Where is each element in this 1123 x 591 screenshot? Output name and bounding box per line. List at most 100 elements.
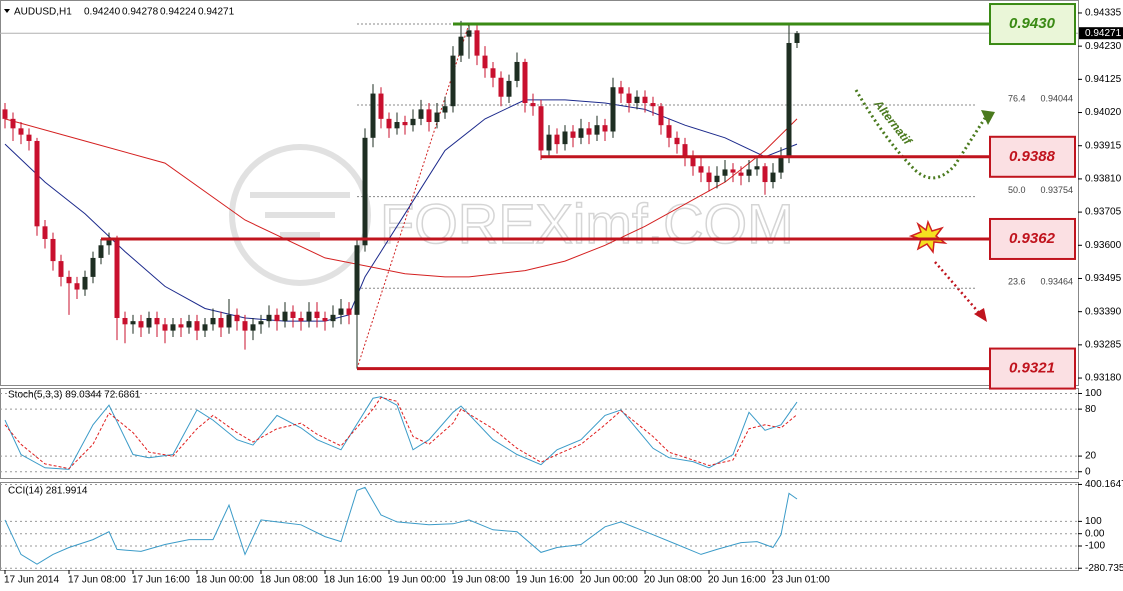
candle-body <box>178 324 184 328</box>
y-tick-label: 0.00 <box>1085 528 1105 539</box>
candle-body <box>378 93 384 119</box>
candle-body <box>762 166 768 183</box>
candle-body <box>706 172 712 183</box>
y-tick-label: 0.93915 <box>1085 140 1122 151</box>
alternative-arrow-head <box>981 110 995 125</box>
level-box <box>989 347 1076 390</box>
candle-body <box>674 137 680 145</box>
level-label: 0.9388 <box>1009 148 1056 165</box>
series-line <box>4 486 798 565</box>
candle-body <box>458 36 464 56</box>
candle-body <box>282 311 288 322</box>
candle-body <box>362 137 368 246</box>
candle-body <box>338 308 344 315</box>
fib-ratio: 23.6 <box>1008 277 1026 287</box>
y-tick-label: 20 <box>1085 451 1097 462</box>
candle-body <box>18 128 24 135</box>
candle-body <box>626 93 632 104</box>
y-tick-label: 400.1647 <box>1085 479 1123 490</box>
candle-body <box>666 125 672 138</box>
x-tick-label: 23 Jun 01:00 <box>772 575 830 586</box>
candle-body <box>66 276 72 284</box>
cci-title: CCI(14) 281.9914 <box>8 486 88 497</box>
candle-body <box>506 80 512 97</box>
candle-body <box>650 103 656 107</box>
candle-body <box>690 156 696 167</box>
candle-body <box>554 134 560 145</box>
candle-body <box>58 261 64 277</box>
y-tick-label: 0 <box>1085 466 1091 477</box>
candle-body <box>42 226 48 239</box>
candle-body <box>482 55 488 69</box>
ohlc-high: 0.94278 <box>122 7 159 18</box>
symbol: AUDUSD,H1 <box>14 7 72 18</box>
candle-body <box>330 314 336 322</box>
candle-body <box>402 122 408 126</box>
candle-body <box>778 156 784 173</box>
fib-value: 0.94044 <box>1040 93 1073 103</box>
ohlc-close: 0.94271 <box>198 7 235 18</box>
level-label: 0.9321 <box>1009 360 1055 377</box>
candle-body <box>226 314 232 328</box>
candle-body <box>618 87 624 94</box>
fib-ratio: 76.4 <box>1008 93 1026 103</box>
candle-body <box>50 238 56 262</box>
candle-body <box>442 106 448 113</box>
stoch-panel <box>0 388 1079 479</box>
y-tick-label: 0.93390 <box>1085 306 1122 317</box>
candle-body <box>610 87 616 132</box>
candle-body <box>242 321 248 331</box>
candle-body <box>26 134 32 141</box>
y-tick-label: 0.94125 <box>1085 74 1122 85</box>
x-tick-label: 19 Jun 08:00 <box>452 575 510 586</box>
x-tick-label: 18 Jun 00:00 <box>196 575 254 586</box>
y-tick-label: 0.93600 <box>1085 240 1122 251</box>
candle-body <box>130 321 136 325</box>
fib-value: 0.93464 <box>1040 277 1073 287</box>
candle-body <box>730 169 736 173</box>
down-arrow-head <box>974 308 987 322</box>
candle-body <box>138 321 144 328</box>
candle-body <box>90 257 96 277</box>
candle-body <box>714 175 720 183</box>
y-tick-label: 0.93495 <box>1085 273 1122 284</box>
candle-body <box>418 109 424 119</box>
candle-body <box>114 238 120 318</box>
y-tick-label: 0.94335 <box>1085 8 1122 19</box>
candle-body <box>746 169 752 176</box>
fib-value: 0.93754 <box>1040 185 1073 195</box>
candle-body <box>522 61 528 104</box>
candle-body <box>98 245 104 258</box>
candle-body <box>122 317 128 325</box>
series-line <box>4 118 798 278</box>
candle-body <box>474 30 480 56</box>
candle-body <box>386 118 392 129</box>
candle-body <box>266 314 272 322</box>
candle-body <box>234 314 240 322</box>
candle-body <box>770 172 776 183</box>
candle-body <box>634 96 640 104</box>
candle-body <box>274 314 280 322</box>
y-tick-label: 80 <box>1085 404 1097 415</box>
candle-body <box>346 308 352 315</box>
candle-body <box>698 166 704 173</box>
x-tick-label: 17 Jun 16:00 <box>132 575 190 586</box>
candle-body <box>682 144 688 157</box>
level-box <box>989 135 1076 178</box>
candle-body <box>250 324 256 331</box>
candle-body <box>514 61 520 81</box>
candle-body <box>586 128 592 135</box>
level-box <box>989 3 1076 46</box>
down-arrow <box>934 261 981 315</box>
y-tick-label: 0.94020 <box>1085 107 1122 118</box>
y-tick-label: 0.94230 <box>1085 41 1122 52</box>
candle-body <box>426 109 432 123</box>
candle-body <box>74 283 80 290</box>
candle-body <box>290 311 296 318</box>
fib-ratio: 50.0 <box>1008 185 1026 195</box>
candle-body <box>202 324 208 331</box>
breakout-icon <box>908 219 948 254</box>
candle-body <box>322 317 328 322</box>
